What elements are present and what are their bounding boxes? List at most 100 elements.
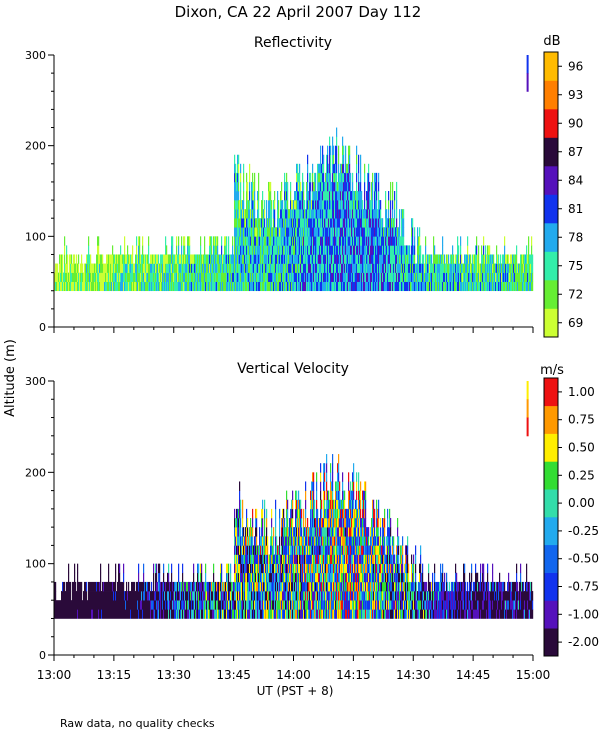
range-gate-cell bbox=[123, 591, 125, 601]
range-gate-cell bbox=[340, 218, 342, 228]
range-gate-cell bbox=[374, 254, 376, 264]
range-gate-cell bbox=[393, 281, 395, 292]
range-gate-cell bbox=[256, 536, 258, 546]
range-gate-cell bbox=[200, 236, 202, 246]
range-gate-cell bbox=[235, 554, 237, 564]
range-gate-cell bbox=[275, 609, 277, 619]
range-gate-cell bbox=[373, 281, 375, 292]
range-gate-cell bbox=[185, 254, 187, 264]
range-gate-cell bbox=[155, 572, 157, 583]
range-gate-cell bbox=[287, 600, 289, 610]
range-gate-cell bbox=[327, 281, 329, 292]
range-gate-cell bbox=[300, 245, 302, 255]
range-gate-cell bbox=[305, 554, 307, 564]
range-gate-cell bbox=[290, 263, 292, 273]
range-gate-cell bbox=[472, 254, 474, 264]
range-gate-cell bbox=[263, 254, 265, 264]
range-gate-cell bbox=[305, 490, 307, 501]
range-gate-cell bbox=[204, 236, 206, 246]
range-gate-cell bbox=[277, 554, 279, 564]
range-gate-cell bbox=[68, 581, 70, 592]
range-gate-cell bbox=[78, 591, 80, 601]
range-gate-cell bbox=[308, 227, 310, 237]
range-gate-cell bbox=[240, 499, 242, 510]
range-gate-cell bbox=[281, 563, 283, 574]
range-gate-cell bbox=[280, 263, 282, 273]
range-gate-cell bbox=[386, 263, 388, 273]
range-gate-cell bbox=[319, 200, 321, 210]
range-gate-cell bbox=[401, 281, 403, 292]
range-gate-cell bbox=[380, 200, 382, 210]
range-gate-cell bbox=[419, 236, 421, 246]
range-gate-cell bbox=[360, 245, 362, 255]
range-gate-cell bbox=[279, 281, 281, 292]
range-gate-cell bbox=[390, 281, 392, 292]
range-gate-cell bbox=[167, 281, 169, 292]
range-gate-cell bbox=[77, 591, 79, 601]
range-gate-cell bbox=[371, 200, 373, 210]
range-gate-cell bbox=[207, 254, 209, 264]
range-gate-cell bbox=[240, 191, 242, 201]
range-gate-cell bbox=[284, 172, 286, 183]
range-gate-cell bbox=[307, 609, 309, 619]
range-gate-cell bbox=[153, 591, 155, 601]
range-gate-cell bbox=[500, 254, 502, 264]
range-gate-cell bbox=[213, 609, 215, 619]
range-gate-cell bbox=[356, 154, 358, 165]
range-gate-cell bbox=[367, 172, 369, 183]
range-gate-cell bbox=[209, 272, 211, 282]
range-gate-cell bbox=[498, 281, 500, 292]
range-gate-cell bbox=[338, 145, 340, 156]
range-gate-cell bbox=[262, 609, 264, 619]
range-gate-cell bbox=[264, 272, 266, 282]
range-gate-cell bbox=[161, 254, 163, 264]
range-gate-cell bbox=[232, 281, 234, 292]
range-gate-cell bbox=[169, 254, 171, 264]
range-gate-cell bbox=[331, 209, 333, 219]
range-gate-cell bbox=[328, 172, 330, 183]
range-gate-cell bbox=[313, 263, 315, 273]
range-gate-cell bbox=[312, 172, 314, 183]
range-gate-cell bbox=[148, 245, 150, 255]
range-gate-cell bbox=[96, 263, 98, 273]
range-gate-cell bbox=[172, 254, 174, 264]
range-gate-cell bbox=[279, 218, 281, 228]
range-gate-cell bbox=[262, 191, 264, 201]
range-gate-cell bbox=[249, 263, 251, 273]
range-gate-cell bbox=[255, 245, 257, 255]
range-gate-cell bbox=[227, 581, 229, 592]
range-gate-cell bbox=[363, 236, 365, 246]
range-gate-cell bbox=[419, 227, 421, 237]
range-gate-cell bbox=[197, 609, 199, 619]
range-gate-cell bbox=[397, 227, 399, 237]
range-gate-cell bbox=[124, 254, 126, 264]
range-gate-cell bbox=[302, 554, 304, 564]
range-gate-cell bbox=[161, 281, 163, 292]
range-gate-cell bbox=[391, 263, 393, 273]
range-gate-cell bbox=[254, 281, 256, 292]
range-gate-cell bbox=[80, 272, 82, 282]
range-gate-cell bbox=[217, 281, 219, 292]
range-gate-cell bbox=[302, 263, 304, 273]
range-gate-cell bbox=[206, 254, 208, 264]
range-gate-cell bbox=[302, 209, 304, 219]
range-gate-cell bbox=[294, 200, 296, 210]
range-gate-cell bbox=[281, 518, 283, 528]
range-gate-cell bbox=[248, 563, 250, 574]
range-gate-cell bbox=[363, 218, 365, 228]
range-gate-cell bbox=[169, 272, 171, 282]
range-gate-cell bbox=[396, 281, 398, 292]
range-gate-cell bbox=[313, 181, 315, 192]
range-gate-cell bbox=[72, 272, 74, 282]
range-gate-cell bbox=[364, 281, 366, 292]
range-gate-cell bbox=[256, 581, 258, 592]
range-gate-cell bbox=[74, 600, 76, 610]
range-gate-cell bbox=[338, 154, 340, 165]
range-gate-cell bbox=[275, 236, 277, 246]
range-gate-cell bbox=[412, 227, 414, 237]
range-gate-cell bbox=[116, 591, 118, 601]
range-gate-cell bbox=[348, 200, 350, 210]
range-gate-cell bbox=[329, 236, 331, 246]
range-gate-cell bbox=[370, 263, 372, 273]
range-gate-cell bbox=[342, 163, 344, 174]
